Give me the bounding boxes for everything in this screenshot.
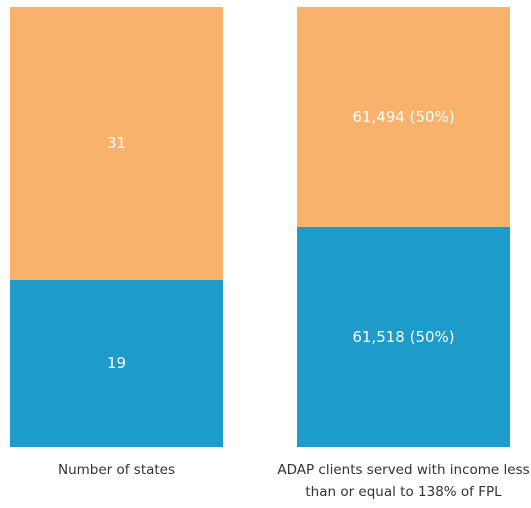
data-label: 61,494 (50%) bbox=[352, 107, 455, 126]
x-tick-label: ADAP clients served with income less tha… bbox=[277, 462, 530, 500]
data-label: 61,518 (50%) bbox=[352, 327, 455, 346]
data-label: 19 bbox=[106, 354, 127, 373]
data-label: 31 bbox=[106, 134, 127, 153]
x-tick-label: Number of states bbox=[57, 462, 176, 478]
bar-segment: 61,518 (50%) bbox=[297, 226, 510, 447]
bar-segment: 31 bbox=[10, 7, 223, 280]
bar-segment: 19 bbox=[10, 279, 223, 447]
bar-segment: 61,494 (50%) bbox=[297, 7, 510, 227]
